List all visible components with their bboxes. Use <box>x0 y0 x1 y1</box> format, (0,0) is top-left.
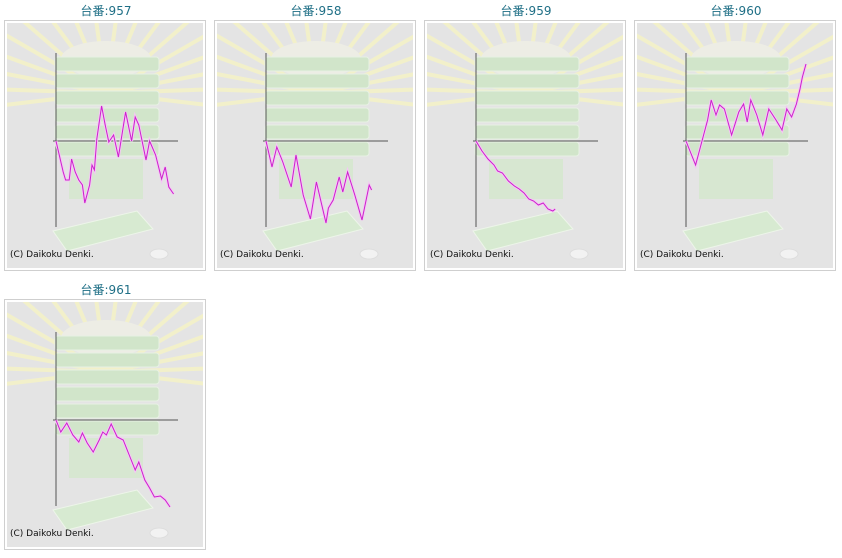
slump-graph <box>637 23 833 260</box>
background-illustration <box>427 23 623 260</box>
slump-graph <box>7 302 203 539</box>
background-illustration <box>7 23 203 260</box>
series-line <box>685 63 807 167</box>
background-illustration <box>7 302 203 539</box>
graph-panel: (C) Daikoku Denki. <box>214 20 416 271</box>
series-line <box>475 140 556 212</box>
copyright-text: (C) Daikoku Denki. <box>10 250 94 260</box>
series-line <box>55 419 171 508</box>
graph-cell[interactable]: 台番:959 (C) Daikoku Denki. <box>424 0 628 271</box>
copyright-text: (C) Daikoku Denki. <box>430 250 514 260</box>
series-line <box>55 105 175 204</box>
graph-cell[interactable]: 台番:957 (C) Daikoku Denki. <box>4 0 208 271</box>
graph-panel: (C) Daikoku Denki. <box>4 299 206 550</box>
slump-graph <box>427 23 623 260</box>
graph-cell[interactable]: 台番:961 (C) Daikoku Denki. <box>4 279 208 550</box>
graph-panel: (C) Daikoku Denki. <box>424 20 626 271</box>
machine-number-title[interactable]: 台番:960 <box>710 4 762 18</box>
series-line <box>265 140 373 224</box>
machine-number-title[interactable]: 台番:957 <box>80 4 132 18</box>
slump-graph <box>7 23 203 260</box>
graph-cell[interactable]: 台番:960 (C) Daikoku Denki. <box>634 0 838 271</box>
copyright-text: (C) Daikoku Denki. <box>640 250 724 260</box>
graph-panel: (C) Daikoku Denki. <box>634 20 836 271</box>
graph-cell[interactable]: 台番:958 (C) Daikoku Denki. <box>214 0 418 271</box>
graph-panel: (C) Daikoku Denki. <box>4 20 206 271</box>
copyright-text: (C) Daikoku Denki. <box>220 250 304 260</box>
slump-graph <box>217 23 413 260</box>
background-illustration <box>637 23 833 260</box>
machine-number-title[interactable]: 台番:958 <box>290 4 342 18</box>
machine-number-title[interactable]: 台番:959 <box>500 4 552 18</box>
copyright-text: (C) Daikoku Denki. <box>10 529 94 539</box>
machine-number-title[interactable]: 台番:961 <box>80 283 132 297</box>
